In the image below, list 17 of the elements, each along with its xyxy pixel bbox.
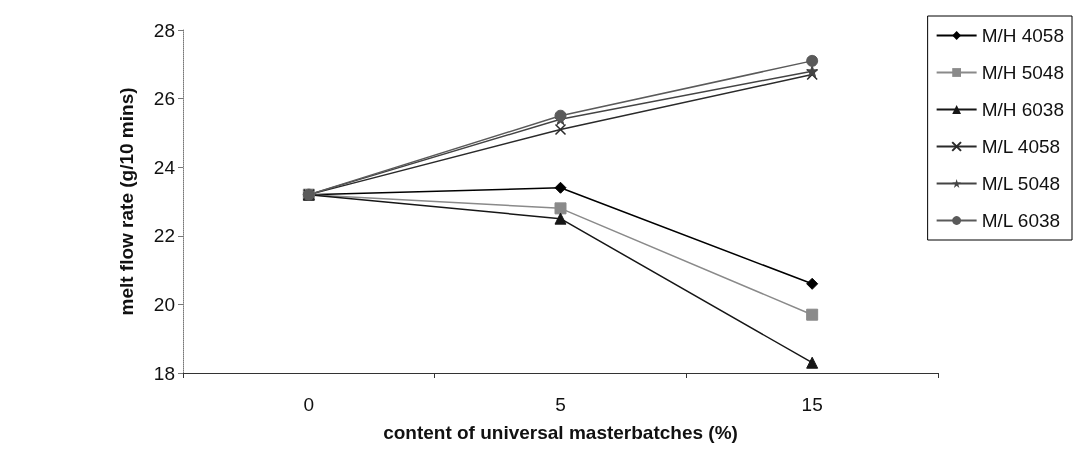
- x-tick-label: 5: [555, 394, 566, 415]
- legend-label: M/L 5048: [981, 173, 1061, 194]
- y-tick-label: 22: [153, 225, 175, 247]
- x-axis-title: content of universal masterbatches (%): [383, 422, 738, 443]
- legend-label: M/L 4058: [981, 136, 1061, 157]
- legend-label: M/H 6038: [981, 99, 1064, 120]
- y-tick-label: 20: [153, 293, 175, 315]
- legend-label: M/H 5048: [981, 62, 1064, 83]
- y-tick-label: 18: [153, 362, 175, 384]
- legend-label: M/L 6038: [981, 210, 1061, 231]
- x-tick-label: 0: [303, 394, 315, 415]
- y-axis-title: melt flow rate (g/10 mins): [115, 87, 137, 316]
- x-tick-label: 15: [801, 394, 823, 415]
- legend-label: M/H 4058: [981, 25, 1064, 46]
- y-tick-label: 24: [153, 156, 176, 178]
- y-tick-label: 28: [153, 19, 175, 41]
- y-tick-label: 26: [153, 88, 175, 110]
